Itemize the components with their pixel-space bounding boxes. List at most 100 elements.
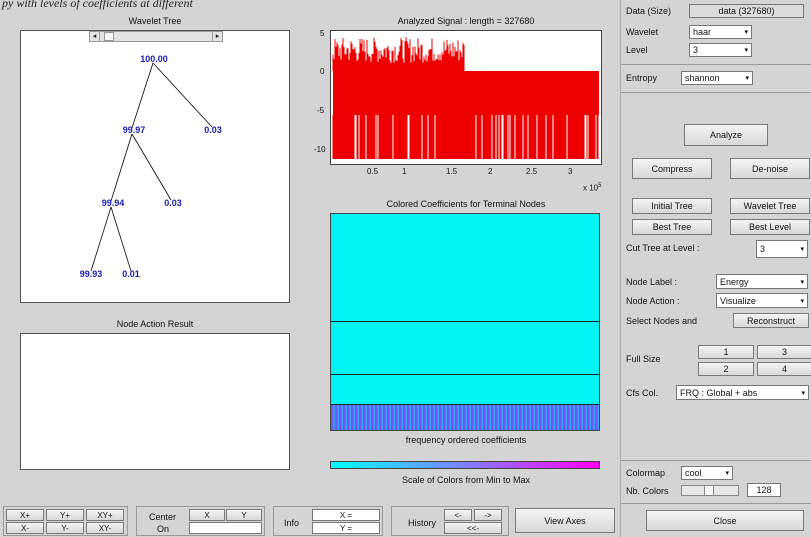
select-nodes-label: Select Nodes and bbox=[626, 316, 697, 326]
data-size-value: data (327680) bbox=[689, 4, 804, 18]
cut-tree-select[interactable]: 3 ▾ bbox=[756, 240, 808, 258]
wavelet-tree-button[interactable]: Wavelet Tree bbox=[730, 198, 810, 214]
zoom-group: X+ Y+ XY+ X- Y- XY- bbox=[3, 506, 128, 536]
chevron-down-icon: ▾ bbox=[725, 469, 729, 477]
xtick-2-5: 2.5 bbox=[526, 167, 537, 176]
chevron-down-icon: ▾ bbox=[744, 28, 748, 36]
analyzed-signal-plot bbox=[330, 30, 602, 165]
colormap-scale-bar bbox=[330, 461, 600, 469]
denoise-button[interactable]: De-noise bbox=[730, 158, 810, 179]
colormap-select[interactable]: cool ▾ bbox=[681, 466, 733, 480]
node-label-label: Node Label : bbox=[626, 277, 677, 287]
close-button[interactable]: Close bbox=[646, 510, 804, 531]
chevron-down-icon: ▾ bbox=[745, 74, 749, 82]
xtick-1: 1 bbox=[402, 167, 406, 176]
history-group: History <- -> <<- bbox=[391, 506, 509, 536]
best-tree-button[interactable]: Best Tree bbox=[632, 219, 712, 235]
center-on-label: On bbox=[157, 524, 169, 534]
view-axes-button[interactable]: View Axes bbox=[515, 508, 615, 533]
tree-node-2-0[interactable]: 99.94 bbox=[102, 198, 125, 208]
analyze-button[interactable]: Analyze bbox=[684, 124, 768, 146]
nb-colors-slider[interactable] bbox=[681, 485, 739, 496]
entropy-label: Entropy bbox=[626, 73, 657, 83]
zoom-x-plus-button[interactable]: X+ bbox=[6, 509, 44, 521]
chevron-down-icon: ▾ bbox=[801, 389, 805, 397]
ytick-5: 5 bbox=[320, 29, 324, 38]
zoom-y-plus-button[interactable]: Y+ bbox=[46, 509, 84, 521]
cut-tree-label: Cut Tree at Level : bbox=[626, 243, 700, 253]
tree-node-2-1[interactable]: 0.03 bbox=[164, 198, 182, 208]
data-size-label: Data (Size) bbox=[626, 6, 671, 16]
full-size-4-button[interactable]: 4 bbox=[757, 362, 811, 376]
colored-coeffs-footer: frequency ordered coefficients bbox=[330, 435, 602, 445]
divider bbox=[621, 92, 811, 93]
xtick-1-5: 1.5 bbox=[446, 167, 457, 176]
wavelet-tree-title: Wavelet Tree bbox=[20, 16, 290, 26]
tree-edges bbox=[21, 31, 289, 302]
slider-thumb[interactable] bbox=[704, 486, 714, 495]
colored-coeffs-title: Colored Coefficients for Terminal Nodes bbox=[330, 199, 602, 209]
center-group: Center On X Y bbox=[136, 506, 265, 536]
info-label: Info bbox=[284, 518, 299, 528]
level-label: Level bbox=[626, 45, 648, 55]
info-group: Info X = Y = bbox=[273, 506, 383, 536]
zoom-x-minus-button[interactable]: X- bbox=[6, 522, 44, 534]
history-start-button[interactable]: <<- bbox=[444, 522, 502, 534]
xtick-3: 3 bbox=[568, 167, 572, 176]
coeff-divider-1 bbox=[331, 321, 600, 322]
figure-caption: py with levels of coefficients at differ… bbox=[2, 0, 193, 11]
coeff-level-stripes bbox=[331, 405, 600, 431]
cfs-col-select[interactable]: FRQ : Global + abs ▾ bbox=[676, 385, 809, 400]
center-y-button[interactable]: Y bbox=[226, 509, 262, 521]
coeff-divider-2 bbox=[331, 374, 600, 375]
tree-node-3-0[interactable]: 99.93 bbox=[80, 269, 103, 279]
wavelet-tree-panel: ◂ ▸ 100.00 99.97 0.03 99.94 0.03 99.93 0… bbox=[20, 30, 290, 303]
tree-node-3-1[interactable]: 0.01 bbox=[122, 269, 140, 279]
analyzed-signal-title: Analyzed Signal : length = 327680 bbox=[330, 16, 602, 26]
wavelet-select[interactable]: haar ▾ bbox=[689, 25, 752, 39]
nb-colors-value[interactable]: 128 bbox=[747, 483, 781, 497]
node-label-select[interactable]: Energy ▾ bbox=[716, 274, 808, 289]
ytick-neg5: -5 bbox=[317, 106, 324, 115]
scale-of-colors-label: Scale of Colors from Min to Max bbox=[330, 475, 602, 485]
history-back-button[interactable]: <- bbox=[444, 509, 472, 521]
nb-colors-label: Nb. Colors bbox=[626, 486, 669, 496]
center-label: Center bbox=[149, 512, 176, 522]
zoom-xy-minus-button[interactable]: XY- bbox=[86, 522, 124, 534]
center-value-field[interactable] bbox=[189, 522, 262, 534]
ytick-neg10: -10 bbox=[314, 145, 326, 154]
tree-node-0-0[interactable]: 100.00 bbox=[140, 54, 168, 64]
cfs-col-label: Cfs Col. bbox=[626, 388, 658, 398]
full-size-label: Full Size bbox=[626, 354, 661, 364]
node-action-result-title: Node Action Result bbox=[20, 319, 290, 329]
divider bbox=[621, 503, 811, 504]
zoom-xy-plus-button[interactable]: XY+ bbox=[86, 509, 124, 521]
best-level-button[interactable]: Best Level bbox=[730, 219, 810, 235]
divider bbox=[621, 64, 811, 65]
center-x-button[interactable]: X bbox=[189, 509, 225, 521]
entropy-select[interactable]: shannon ▾ bbox=[681, 71, 753, 85]
chevron-down-icon: ▾ bbox=[744, 46, 748, 54]
tree-node-1-0[interactable]: 99.97 bbox=[123, 125, 146, 135]
signal-waveform bbox=[331, 31, 601, 164]
full-size-2-button[interactable]: 2 bbox=[698, 362, 754, 376]
chevron-down-icon: ▾ bbox=[800, 245, 804, 253]
compress-button[interactable]: Compress bbox=[632, 158, 712, 179]
bottom-toolbar: X+ Y+ XY+ X- Y- XY- Center On X Y Info X… bbox=[0, 503, 619, 537]
level-select[interactable]: 3 ▾ bbox=[689, 43, 752, 57]
initial-tree-button[interactable]: Initial Tree bbox=[632, 198, 712, 214]
tree-node-1-1[interactable]: 0.03 bbox=[204, 125, 222, 135]
xtick-2: 2 bbox=[488, 167, 492, 176]
full-size-3-button[interactable]: 3 bbox=[757, 345, 811, 359]
zoom-y-minus-button[interactable]: Y- bbox=[46, 522, 84, 534]
node-action-select[interactable]: Visualize ▾ bbox=[716, 293, 808, 308]
colored-coeffs-plot bbox=[330, 213, 600, 431]
full-size-1-button[interactable]: 1 bbox=[698, 345, 754, 359]
info-y-field: Y = bbox=[312, 522, 380, 534]
history-forward-button[interactable]: -> bbox=[474, 509, 502, 521]
wavelet-label: Wavelet bbox=[626, 27, 658, 37]
chevron-down-icon: ▾ bbox=[800, 278, 804, 286]
history-label: History bbox=[408, 518, 436, 528]
info-x-field: X = bbox=[312, 509, 380, 521]
reconstruct-button[interactable]: Reconstruct bbox=[733, 313, 809, 328]
